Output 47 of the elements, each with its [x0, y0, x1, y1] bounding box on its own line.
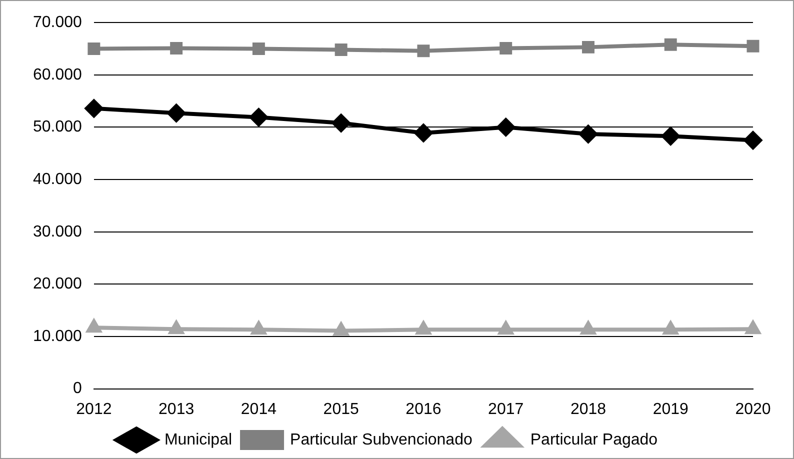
point — [86, 320, 102, 333]
y-tick-label: 30.000 — [33, 223, 82, 240]
legend-label: Particular Subvencionado — [290, 431, 472, 448]
x-tick-label: 2019 — [652, 400, 689, 418]
x-tick-label: 2017 — [488, 400, 524, 418]
point — [744, 131, 762, 150]
point — [662, 127, 680, 146]
x-tick-label: 2016 — [406, 400, 442, 418]
point — [746, 321, 760, 334]
point — [250, 108, 268, 126]
y-tick-label: 20.000 — [33, 276, 82, 293]
x-tick-label: 2013 — [158, 400, 194, 418]
point — [252, 322, 266, 335]
point — [416, 322, 431, 335]
point — [746, 40, 760, 52]
y-tick-label: 60.000 — [33, 66, 82, 84]
x-tick-label: 2020 — [735, 400, 771, 418]
x-tick-label: 2015 — [323, 400, 359, 418]
point — [664, 38, 677, 51]
point — [88, 42, 100, 55]
point — [496, 118, 515, 136]
point — [332, 114, 350, 132]
legend-label: Particular Pagado — [530, 431, 658, 448]
y-tick-label: 70.000 — [33, 14, 82, 32]
point — [167, 104, 186, 122]
y-tick-label: 10.000 — [33, 328, 82, 345]
point — [414, 124, 432, 142]
point — [84, 99, 103, 118]
point — [334, 44, 348, 56]
x-tick-label: 2014 — [240, 400, 277, 418]
point — [500, 42, 512, 54]
y-tick-label: 0 — [73, 380, 82, 398]
point — [334, 322, 348, 336]
point — [498, 322, 514, 335]
point — [579, 125, 598, 144]
x-tick-label: 2018 — [570, 400, 606, 418]
point — [581, 322, 596, 335]
x-tick-label: 2012 — [76, 400, 112, 418]
point — [252, 42, 265, 55]
legend-label: Municipal — [164, 431, 232, 448]
point — [170, 42, 183, 54]
y-tick-label: 40.000 — [33, 170, 82, 188]
point — [169, 321, 184, 334]
point — [417, 44, 430, 58]
y-tick-label: 50.000 — [33, 118, 82, 136]
point — [663, 322, 678, 335]
point — [582, 40, 594, 54]
